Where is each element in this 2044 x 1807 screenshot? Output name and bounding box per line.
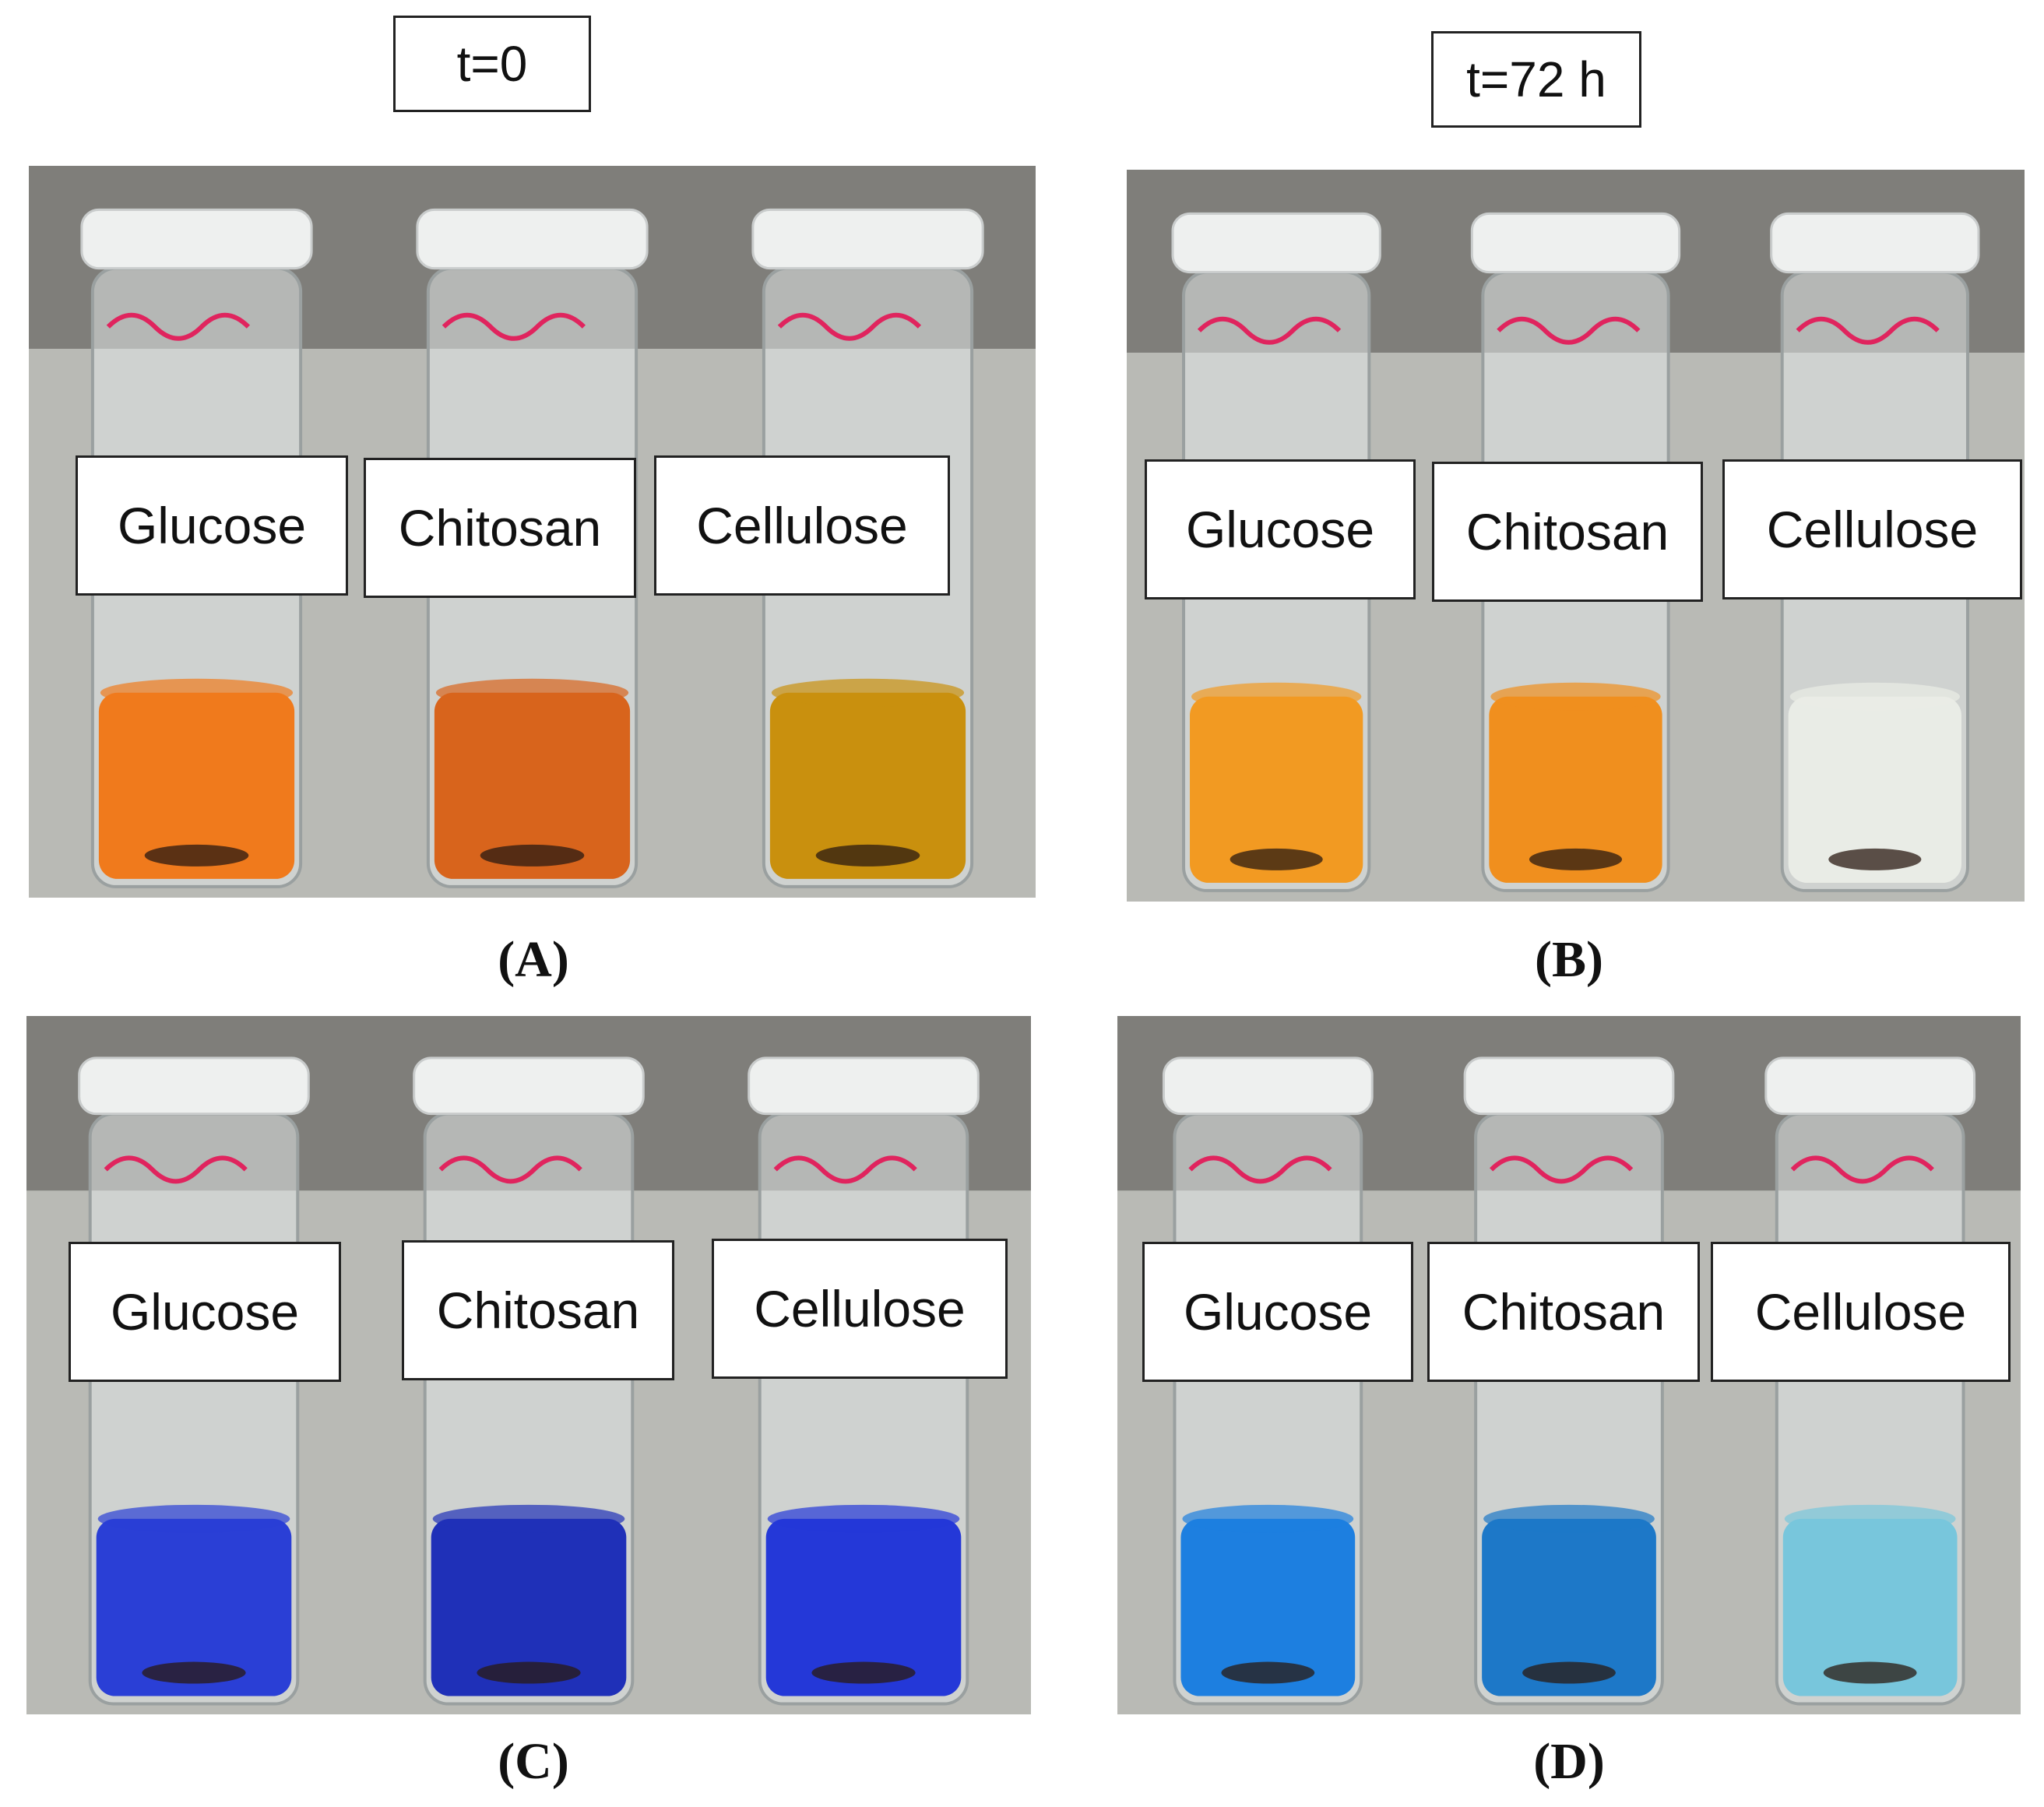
liquid-meniscus <box>1483 1504 1655 1533</box>
vial-cap <box>1463 1056 1675 1116</box>
marker-scribble <box>442 312 586 341</box>
vial-label-chitosan: Chitosan <box>364 458 636 598</box>
liquid <box>1489 696 1662 883</box>
panel-caption-b: (B) <box>1535 931 1603 988</box>
marker-scribble <box>1490 1155 1634 1184</box>
sediment <box>144 844 249 867</box>
vial-label-glucose: Glucose <box>1142 1242 1413 1382</box>
liquid-meniscus <box>1191 682 1362 711</box>
sediment <box>815 844 920 867</box>
vial-label-cellulose: Cellulose <box>1722 459 2022 599</box>
photo-panel-b: Glucose Chitosan Cellulose <box>1127 170 2025 902</box>
marker-scribble <box>1796 316 1940 345</box>
vial-label-chitosan: Chitosan <box>1432 462 1703 602</box>
sediment <box>480 844 585 867</box>
liquid-meniscus <box>100 678 294 707</box>
photo-panel-a: Glucose Chitosan Cellulose <box>29 166 1036 898</box>
vial-cap <box>1162 1056 1374 1116</box>
liquid-meniscus <box>435 678 629 707</box>
vial-label-glucose: Glucose <box>1145 459 1416 599</box>
liquid <box>1190 696 1363 883</box>
vial-cap <box>413 1056 645 1116</box>
liquid-meniscus <box>767 1504 960 1533</box>
sediment <box>477 1661 581 1684</box>
liquid <box>765 1518 962 1696</box>
vial <box>748 1056 980 1706</box>
sediment <box>1529 848 1623 870</box>
vial-cap <box>1470 212 1681 274</box>
vial <box>413 1056 645 1706</box>
vial-cap <box>1171 212 1381 274</box>
vial-label-glucose: Glucose <box>69 1242 341 1382</box>
liquid <box>1782 1518 1958 1696</box>
panel-caption-c: (C) <box>498 1733 569 1790</box>
liquid <box>1788 696 1961 883</box>
marker-scribble <box>1188 1155 1332 1184</box>
vial-cap <box>1770 212 1980 274</box>
marker-scribble <box>1497 316 1641 345</box>
liquid <box>98 692 295 879</box>
marker-scribble <box>1790 1155 1934 1184</box>
marker-scribble <box>438 1155 582 1184</box>
liquid <box>434 692 631 879</box>
sediment <box>1230 848 1323 870</box>
sediment <box>811 1661 916 1684</box>
time-label-t72: t=72 h <box>1431 31 1641 128</box>
liquid-meniscus <box>1182 1504 1354 1533</box>
liquid-meniscus <box>1789 682 1960 711</box>
sediment <box>1221 1661 1315 1684</box>
vial-label-cellulose: Cellulose <box>712 1239 1008 1379</box>
liquid-meniscus <box>1490 682 1661 711</box>
liquid-meniscus <box>771 678 965 707</box>
liquid <box>431 1518 627 1696</box>
vial-cap <box>751 208 984 270</box>
vial-cap <box>78 1056 310 1116</box>
vial-label-chitosan: Chitosan <box>1427 1242 1700 1382</box>
vial-cap <box>416 208 649 270</box>
vial-cap <box>748 1056 980 1116</box>
photo-panel-c: Glucose Chitosan Cellulose <box>26 1016 1031 1714</box>
sediment <box>1823 1661 1917 1684</box>
marker-scribble <box>104 1155 248 1184</box>
vial-cap <box>1764 1056 1976 1116</box>
sediment <box>1522 1661 1616 1684</box>
vial-label-cellulose: Cellulose <box>654 455 950 596</box>
vial-cap <box>80 208 313 270</box>
liquid-meniscus <box>97 1504 290 1533</box>
sediment <box>1828 848 1922 870</box>
liquid-meniscus <box>432 1504 625 1533</box>
marker-scribble <box>777 312 922 341</box>
marker-scribble <box>773 1155 917 1184</box>
vial-label-cellulose: Cellulose <box>1711 1242 2011 1382</box>
liquid <box>96 1518 292 1696</box>
time-label-t0: t=0 <box>393 16 591 112</box>
vial-label-chitosan: Chitosan <box>402 1240 674 1380</box>
liquid <box>1180 1518 1356 1696</box>
sediment <box>142 1661 246 1684</box>
photo-panel-d: Glucose Chitosan Cellulose <box>1117 1016 2021 1714</box>
panel-caption-d: (D) <box>1533 1733 1605 1790</box>
panel-caption-a: (A) <box>498 931 569 988</box>
vial-label-glucose: Glucose <box>76 455 348 596</box>
liquid-meniscus <box>1784 1504 1956 1533</box>
marker-scribble <box>106 312 251 341</box>
liquid <box>1482 1518 1656 1696</box>
liquid <box>769 692 966 879</box>
marker-scribble <box>1197 316 1342 345</box>
